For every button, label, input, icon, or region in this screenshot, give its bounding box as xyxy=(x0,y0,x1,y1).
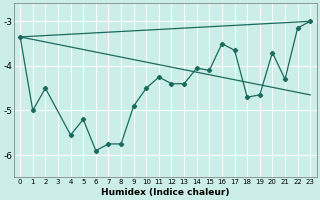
X-axis label: Humidex (Indice chaleur): Humidex (Indice chaleur) xyxy=(101,188,229,197)
